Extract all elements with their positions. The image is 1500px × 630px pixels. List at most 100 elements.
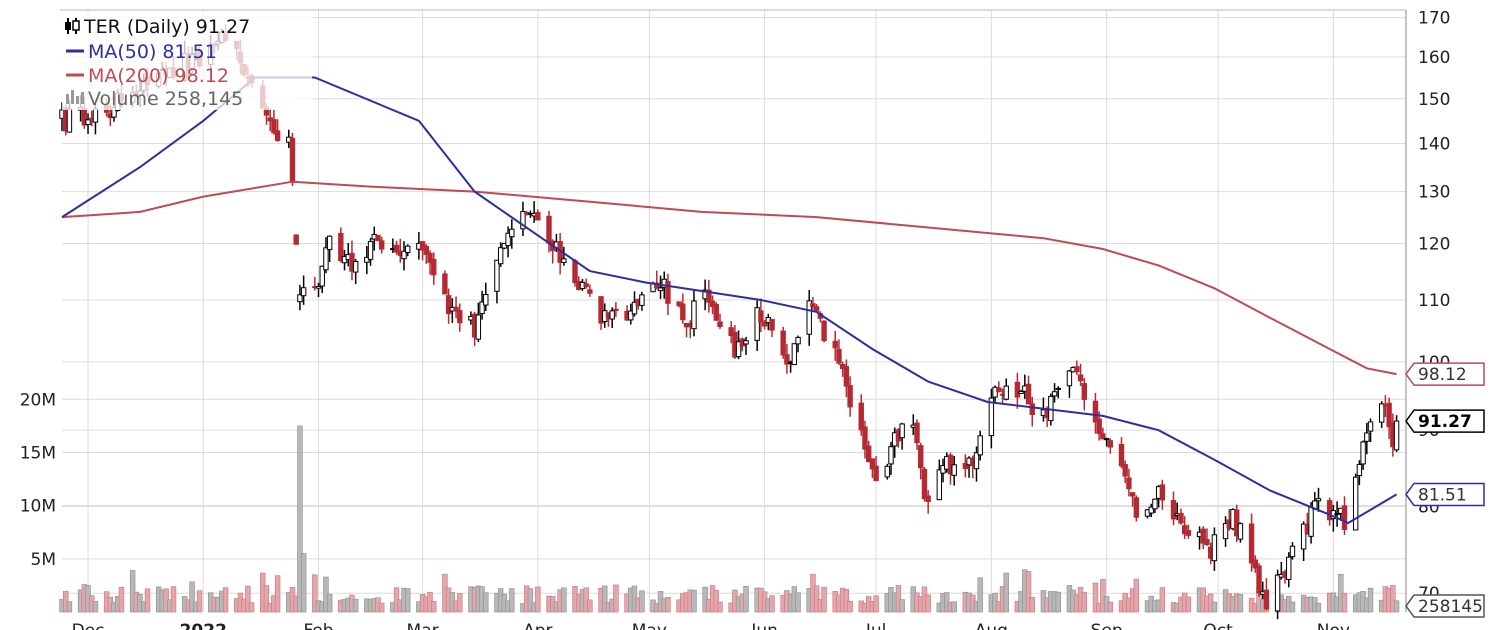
price-candle xyxy=(1252,555,1259,573)
price-candle xyxy=(1248,513,1255,572)
price-last-value: 91.27 xyxy=(1418,412,1472,432)
candle-body xyxy=(483,294,489,306)
candle-body xyxy=(843,366,850,387)
candle-body xyxy=(921,468,928,500)
candle-body xyxy=(1066,370,1073,387)
candle-body xyxy=(1081,383,1087,400)
price-candle xyxy=(795,335,801,353)
price-candle xyxy=(1170,491,1177,526)
candle-body xyxy=(977,435,983,456)
candle-body xyxy=(832,340,838,349)
candle-body xyxy=(735,341,742,358)
candle-body xyxy=(427,252,433,263)
candle-body xyxy=(962,462,969,470)
candle-body xyxy=(1051,391,1058,397)
price-candle xyxy=(1367,418,1374,443)
candle-body xyxy=(728,327,734,336)
price-candle xyxy=(352,259,359,285)
price-tick-label: 160 xyxy=(1418,48,1450,68)
candle-body xyxy=(1352,476,1359,531)
volume-bar xyxy=(1211,601,1218,613)
price-candle xyxy=(996,381,1002,393)
volume-last-value: 258145 xyxy=(1418,597,1483,617)
candle-body xyxy=(1055,387,1061,390)
volume-legend-icon xyxy=(66,90,84,104)
price-candle xyxy=(858,394,864,436)
volume-bar xyxy=(639,590,645,613)
volume-bar xyxy=(527,588,534,613)
price-candle xyxy=(832,330,838,361)
price-candle xyxy=(431,252,437,285)
volume-bar xyxy=(613,584,619,613)
price-candle xyxy=(1003,378,1009,401)
candle-body xyxy=(85,119,91,126)
time-tick-label: Jul xyxy=(865,621,887,630)
candle-body xyxy=(546,215,552,244)
price-candle xyxy=(1025,375,1032,405)
candle-body xyxy=(271,119,277,134)
price-candles xyxy=(59,24,1400,620)
time-tick-label: Aug xyxy=(975,621,1008,630)
time-tick-label: Nov xyxy=(1317,621,1350,630)
candle-body xyxy=(494,259,500,292)
candle-body xyxy=(1263,589,1270,610)
time-tick-label: Sep xyxy=(1091,621,1123,630)
price-candle xyxy=(973,446,980,482)
price-candle xyxy=(761,319,768,330)
candle-body xyxy=(1170,500,1177,520)
legend-volume: Volume 258,145 xyxy=(88,88,243,110)
candle-body xyxy=(1393,420,1400,451)
candle-body xyxy=(717,321,723,328)
volume-bar xyxy=(1133,578,1140,613)
volume-bar xyxy=(297,425,303,613)
time-tick-label: May xyxy=(632,621,667,630)
time-tick-label: Oct xyxy=(1203,621,1233,630)
candle-body xyxy=(300,287,307,297)
price-candle xyxy=(505,226,511,258)
candle-body xyxy=(367,241,374,260)
ma200-last-value: 98.12 xyxy=(1418,365,1467,385)
volume-bar xyxy=(66,601,73,613)
price-candle xyxy=(1393,415,1400,453)
candle-body xyxy=(319,265,325,287)
volume-bar xyxy=(1390,585,1396,613)
price-candle xyxy=(1029,396,1035,427)
time-tick-label: Feb xyxy=(303,621,333,630)
price-tick-label: 150 xyxy=(1418,90,1450,110)
candle-body xyxy=(1315,498,1322,502)
price-candle xyxy=(1315,487,1322,512)
candle-body xyxy=(1018,391,1024,395)
candle-body xyxy=(479,301,485,315)
volume-bar xyxy=(129,570,136,613)
candle-body xyxy=(865,445,872,463)
candle-body xyxy=(375,234,381,242)
price-candle xyxy=(1055,386,1061,399)
price-candle xyxy=(423,244,430,264)
candle-body xyxy=(761,322,768,327)
price-candle xyxy=(1066,370,1073,398)
candle-body xyxy=(1286,556,1292,580)
price-candle xyxy=(561,246,567,266)
candle-body xyxy=(1237,523,1244,540)
price-candle xyxy=(914,419,920,450)
price-candle xyxy=(1126,468,1132,497)
price-candle xyxy=(925,490,931,514)
volume-bar xyxy=(1185,596,1192,613)
candle-body xyxy=(1256,565,1262,594)
volume-tick-label: 20M xyxy=(20,390,56,410)
candle-body xyxy=(899,423,905,439)
price-candle xyxy=(1018,389,1024,395)
candle-body xyxy=(1181,525,1188,535)
volume-bar xyxy=(1092,582,1099,613)
volume-bar xyxy=(1367,587,1374,613)
price-candle xyxy=(1341,496,1348,535)
candle-body xyxy=(1364,432,1370,442)
volume-bar xyxy=(602,585,608,613)
candle-body xyxy=(609,310,615,320)
price-candle xyxy=(680,293,686,324)
price-candle xyxy=(992,385,998,403)
price-candle xyxy=(427,250,433,275)
volume-bar xyxy=(1315,602,1322,613)
candle-body xyxy=(442,273,448,295)
